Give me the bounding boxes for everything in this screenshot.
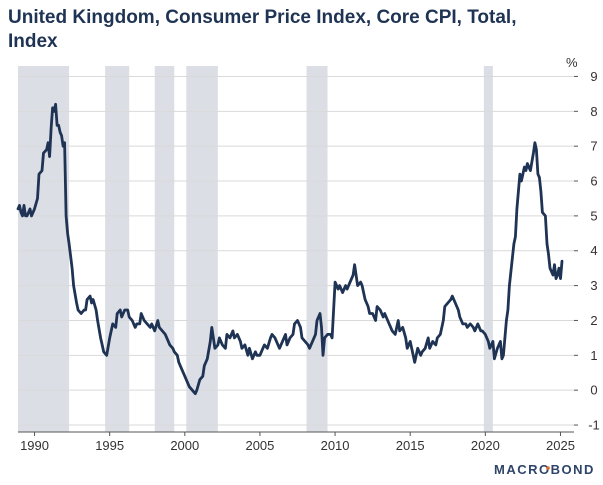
- y-tick-label: 2: [590, 313, 597, 328]
- x-tick-label: 1995: [95, 438, 124, 453]
- brand-mark: [546, 466, 550, 470]
- y-tick-label: 7: [590, 139, 597, 154]
- y-tick-label: -1: [588, 418, 600, 433]
- recession-band: [154, 66, 175, 432]
- y-axis-ticks: -1 0 1 2 3 4 5 6 7 8 9: [574, 69, 600, 433]
- macrobond-logo: MACROBOND: [494, 462, 595, 477]
- x-tick-label: 2005: [245, 438, 274, 453]
- y-tick-label: 8: [590, 104, 597, 119]
- x-tick-label: 2025: [546, 438, 575, 453]
- chart-title: United Kingdom, Consumer Price Index, Co…: [8, 7, 517, 52]
- y-tick-label: 4: [590, 243, 597, 258]
- y-tick-label: 1: [590, 348, 597, 363]
- x-tick-label: 1990: [20, 438, 49, 453]
- recession-band: [306, 66, 328, 432]
- x-tick-label: 2000: [170, 438, 199, 453]
- y-tick-label: 3: [590, 278, 597, 293]
- y-unit-label: %: [566, 55, 578, 70]
- x-axis-ticks: 1990 1995 2000 2005 2010 2015 2020 2025: [20, 432, 575, 453]
- recession-band: [18, 66, 70, 432]
- y-tick-label: 5: [590, 208, 597, 223]
- y-tick-label: 6: [590, 174, 597, 189]
- x-tick-label: 2015: [396, 438, 425, 453]
- recession-band: [105, 66, 130, 432]
- x-tick-label: 2010: [321, 438, 350, 453]
- y-tick-label: 9: [590, 69, 597, 84]
- y-tick-label: 0: [590, 383, 597, 398]
- recession-band: [483, 66, 493, 432]
- recession-bands: [18, 66, 493, 432]
- series-line: [16, 102, 564, 396]
- x-tick-label: 2020: [471, 438, 500, 453]
- brand-text: MACROBOND: [494, 462, 595, 477]
- recession-band: [186, 66, 218, 432]
